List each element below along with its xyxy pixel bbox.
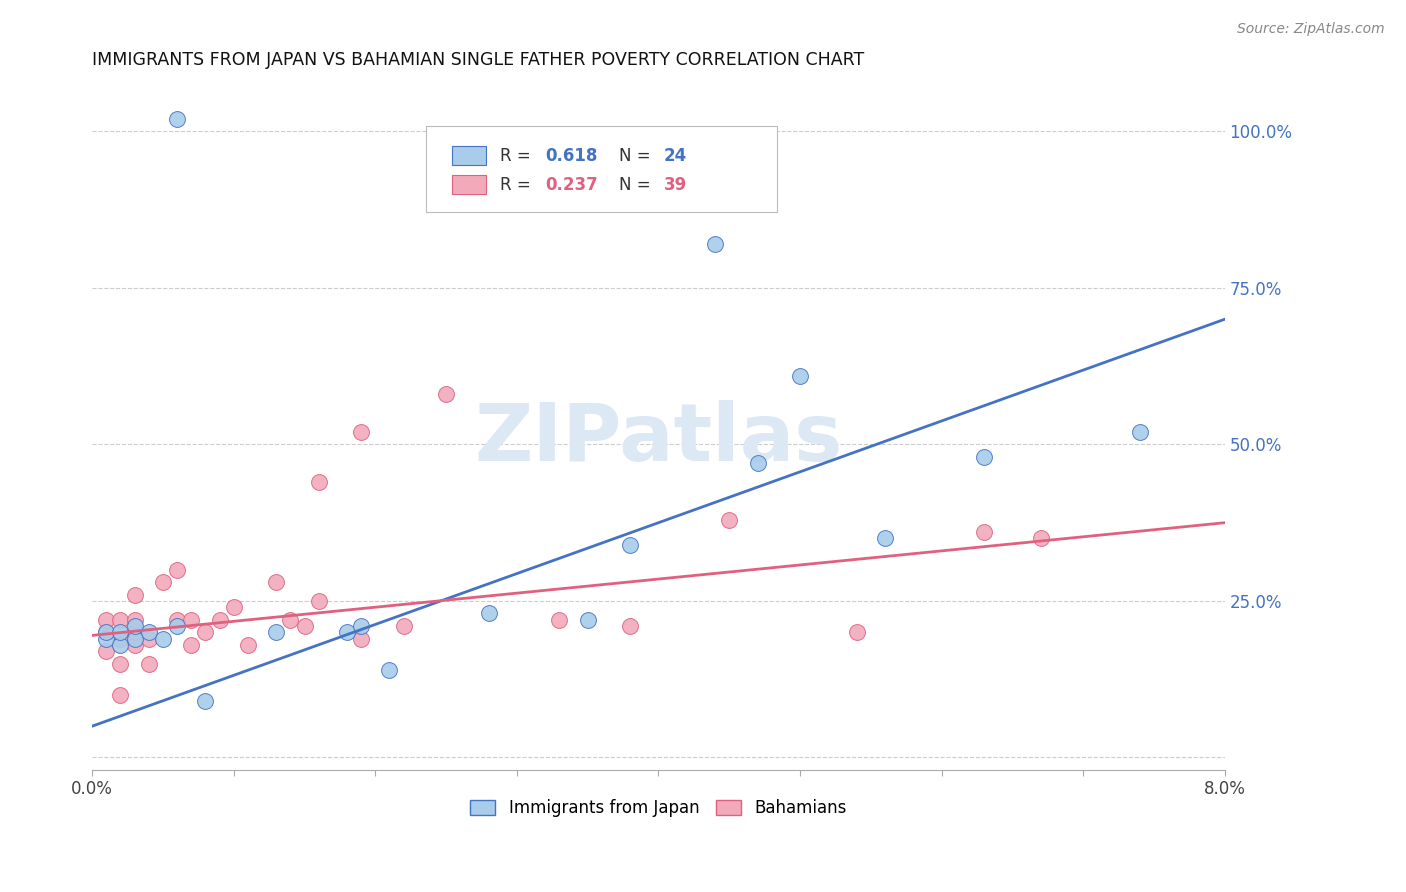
Point [264,625,287,640]
Point [619,538,641,552]
Point [110,632,132,646]
Point [280,613,302,627]
Text: R =: R = [501,176,536,194]
Point [477,607,499,621]
Text: 24: 24 [664,146,688,165]
Point [124,619,146,633]
Point [576,613,599,627]
Point [208,613,231,627]
Point [392,619,415,633]
Point [152,575,174,590]
Text: Source: ZipAtlas.com: Source: ZipAtlas.com [1237,22,1385,37]
Point [166,619,188,633]
Point [96,625,118,640]
Point [973,525,995,540]
Point [336,625,359,640]
Point [548,613,571,627]
Point [152,632,174,646]
Point [110,638,132,652]
Point [124,632,146,646]
Point [350,632,373,646]
Point [194,694,217,708]
Point [264,575,287,590]
Point [96,625,118,640]
Point [166,563,188,577]
Point [124,613,146,627]
Point [704,237,727,252]
Point [845,625,868,640]
Point [180,638,202,652]
Text: 0.237: 0.237 [546,176,598,194]
Point [110,688,132,702]
Text: R =: R = [501,146,536,165]
Point [378,663,401,677]
Point [973,450,995,464]
Point [194,625,217,640]
Point [166,112,188,126]
Point [350,425,373,439]
Point [236,638,259,652]
Point [96,613,118,627]
Text: N =: N = [619,176,655,194]
Point [873,532,896,546]
Point [350,619,373,633]
Text: ZIPatlas: ZIPatlas [474,401,842,478]
Point [180,613,202,627]
Point [138,657,160,671]
Point [110,613,132,627]
Point [718,512,741,526]
FancyBboxPatch shape [426,126,778,212]
Legend: Immigrants from Japan, Bahamians: Immigrants from Japan, Bahamians [464,792,853,823]
Point [96,644,118,658]
Point [138,632,160,646]
Text: 39: 39 [664,176,688,194]
Point [124,588,146,602]
Point [308,594,330,608]
Point [434,387,457,401]
Point [789,368,811,383]
Point [110,625,132,640]
Point [166,613,188,627]
Point [1129,425,1152,439]
Point [619,619,641,633]
Point [124,625,146,640]
Point [222,600,245,615]
Point [747,456,769,470]
Point [294,619,316,633]
Point [110,657,132,671]
Text: N =: N = [619,146,655,165]
Point [1029,532,1052,546]
Text: IMMIGRANTS FROM JAPAN VS BAHAMIAN SINGLE FATHER POVERTY CORRELATION CHART: IMMIGRANTS FROM JAPAN VS BAHAMIAN SINGLE… [93,51,865,69]
FancyBboxPatch shape [453,175,486,194]
Point [96,632,118,646]
Point [138,625,160,640]
Point [124,638,146,652]
Point [308,475,330,489]
Text: 0.618: 0.618 [546,146,598,165]
FancyBboxPatch shape [453,146,486,165]
